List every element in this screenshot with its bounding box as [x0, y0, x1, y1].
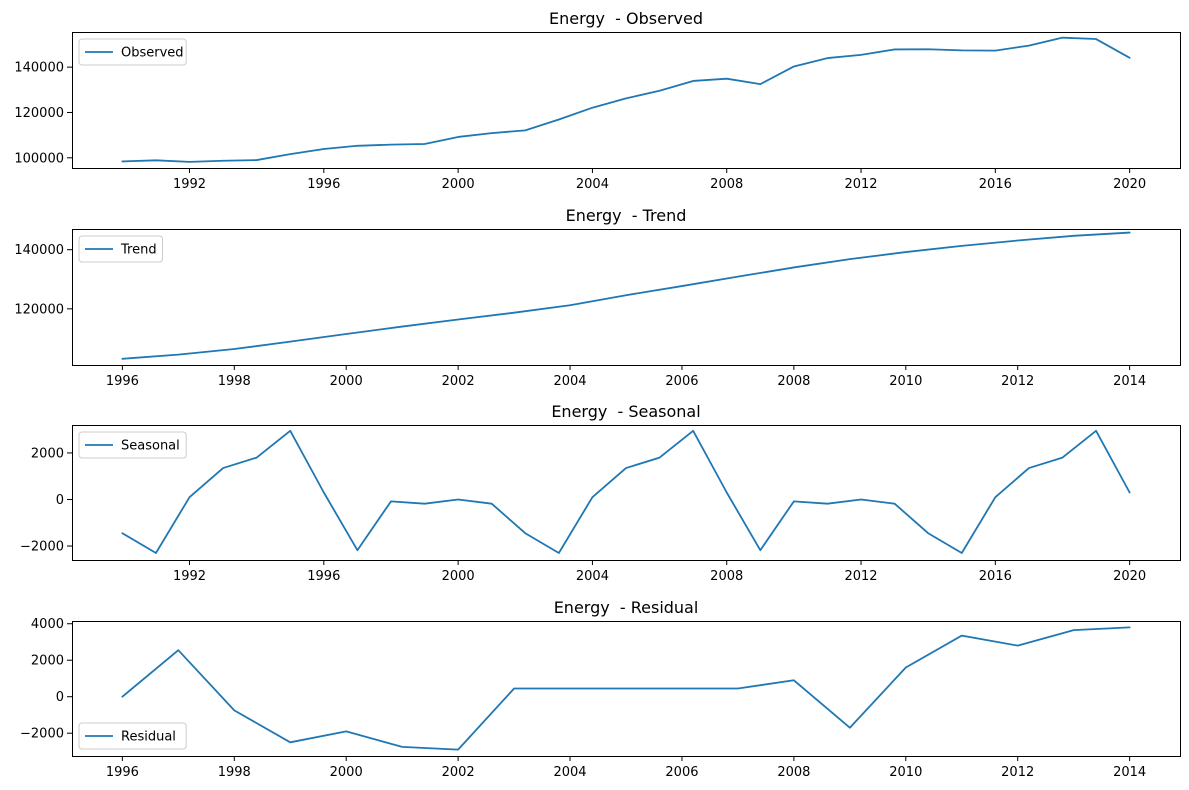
trend-y-tick-label: 120000	[14, 302, 64, 317]
seasonal-x-tick-label: 2008	[710, 569, 743, 584]
residual-series-line	[121, 626, 1131, 751]
observed-x-tick-label: 2012	[844, 177, 877, 192]
seasonal-x-tick-label: 1996	[307, 569, 340, 584]
seasonal-x-tick-label: 1992	[173, 569, 206, 584]
trend-x-tick-label: 2014	[1113, 374, 1146, 389]
seasonal-y-tick-label: −2000	[20, 540, 64, 555]
observed-x-tick-label: 2008	[710, 177, 743, 192]
seasonal-x-tick-label: 2016	[979, 569, 1012, 584]
residual-x-tick-label: 2000	[330, 765, 363, 780]
trend-x-tick-label: 2012	[1001, 374, 1034, 389]
residual-x-tick-label: 2014	[1113, 765, 1146, 780]
residual-x-tick-label: 2004	[553, 765, 586, 780]
seasonal-legend: Seasonal	[78, 431, 187, 459]
residual-legend: Residual	[78, 722, 187, 750]
residual-x-tick-label: 2006	[665, 765, 698, 780]
trend-panel: Energy - Trend 1996 1998 2000 2002 2004 2006 20…	[14, 206, 1181, 389]
observed-x-tick-label: 1992	[173, 177, 206, 192]
residual-title: Energy - Residual	[554, 598, 699, 617]
trend-legend-label: Trend	[120, 243, 157, 258]
observed-y-tick-label: 120000	[14, 106, 64, 121]
seasonal-plot-area	[72, 425, 1181, 561]
seasonal-series-line	[121, 429, 1131, 554]
seasonal-x-tick-label: 2000	[442, 569, 475, 584]
observed-panel: Energy - Observed 1992 1996 2000 2004 2008 201…	[14, 9, 1181, 192]
residual-legend-label: Residual	[121, 730, 176, 745]
observed-legend-label: Observed	[121, 46, 184, 61]
observed-x-tick-label: 2016	[979, 177, 1012, 192]
seasonal-panel: Energy - Seasonal 1992 1996 2000 2004 2008 201…	[20, 402, 1181, 584]
trend-title: Energy - Trend	[566, 206, 687, 225]
observed-legend-box	[78, 38, 187, 66]
observed-legend: Observed	[78, 38, 187, 66]
observed-x-tick-label: 1996	[307, 177, 340, 192]
trend-series-line	[121, 231, 1131, 360]
residual-x-tick-label: 2010	[889, 765, 922, 780]
seasonal-x-tick-label: 2020	[1113, 569, 1146, 584]
residual-y-tick-label: 4000	[31, 617, 64, 632]
residual-plot-area	[72, 621, 1181, 757]
trend-x-tick-label: 2010	[889, 374, 922, 389]
observed-y-tick-label: 140000	[14, 61, 64, 76]
observed-plot-area	[72, 32, 1181, 169]
residual-x-tick-label: 2002	[442, 765, 475, 780]
observed-x-tick-label: 2004	[576, 177, 609, 192]
trend-x-tick-label: 1996	[106, 374, 139, 389]
seasonal-title: Energy - Seasonal	[551, 402, 700, 421]
observed-x-tick-label: 2000	[442, 177, 475, 192]
residual-legend-box	[78, 722, 187, 750]
residual-x-tick-label: 1996	[106, 765, 139, 780]
residual-x-tick-label: 2012	[1001, 765, 1034, 780]
trend-x-tick-label: 2006	[665, 374, 698, 389]
trend-x-tick-label: 1998	[218, 374, 251, 389]
seasonal-x-tick-label: 2004	[576, 569, 609, 584]
trend-x-tick-label: 2004	[553, 374, 586, 389]
trend-x-tick-label: 2008	[777, 374, 810, 389]
trend-plot-area	[72, 229, 1181, 366]
observed-series-line	[121, 36, 1131, 163]
seasonal-y-tick-label: 0	[56, 493, 64, 508]
trend-legend: Trend	[78, 235, 163, 263]
residual-y-tick-label: 0	[56, 690, 64, 705]
seasonal-y-tick-label: 2000	[31, 446, 64, 461]
trend-x-tick-label: 2000	[330, 374, 363, 389]
seasonal-legend-label: Seasonal	[121, 439, 180, 454]
observed-x-tick-label: 2020	[1113, 177, 1146, 192]
seasonal-legend-box	[78, 431, 187, 459]
seasonal-x-tick-label: 2012	[844, 569, 877, 584]
trend-legend-box	[78, 235, 163, 263]
residual-panel: Energy - Residual 1996 1998 2000 2002 2004 200…	[20, 598, 1181, 780]
observed-y-tick-label: 100000	[14, 151, 64, 166]
trend-y-tick-label: 140000	[14, 243, 64, 258]
residual-x-tick-label: 2008	[777, 765, 810, 780]
observed-title: Energy - Observed	[549, 9, 703, 28]
residual-y-tick-label: −2000	[20, 727, 64, 742]
residual-y-tick-label: 2000	[31, 654, 64, 669]
residual-x-tick-label: 1998	[218, 765, 251, 780]
trend-x-tick-label: 2002	[442, 374, 475, 389]
